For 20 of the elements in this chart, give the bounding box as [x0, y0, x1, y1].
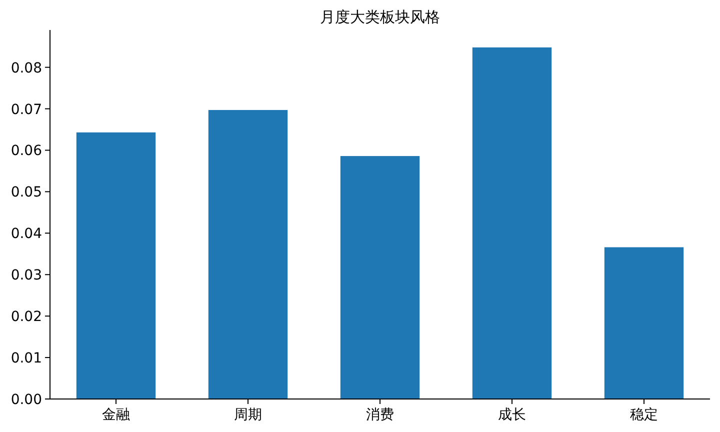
x-tick-label: 周期 — [234, 407, 262, 423]
bar — [472, 47, 552, 399]
y-tick-label: 0.00 — [10, 392, 42, 408]
chart-title: 月度大类板块风格 — [320, 8, 440, 26]
x-tick-label: 成长 — [498, 407, 526, 423]
bar — [208, 110, 288, 399]
x-tick-label: 消费 — [366, 407, 394, 423]
y-tick-label: 0.01 — [10, 350, 42, 367]
bar — [76, 132, 156, 399]
y-tick-label: 0.04 — [10, 226, 42, 242]
y-tick-label: 0.08 — [10, 60, 42, 76]
y-tick-label: 0.07 — [10, 102, 42, 118]
bar — [340, 156, 420, 399]
x-tick-label: 稳定 — [630, 407, 658, 423]
y-tick-label: 0.02 — [10, 309, 42, 326]
y-tick-label: 0.06 — [10, 143, 42, 160]
bar — [604, 247, 684, 399]
y-tick-label: 0.03 — [10, 268, 42, 284]
y-tick-label: 0.05 — [10, 184, 42, 201]
x-tick-label: 金融 — [102, 407, 130, 423]
